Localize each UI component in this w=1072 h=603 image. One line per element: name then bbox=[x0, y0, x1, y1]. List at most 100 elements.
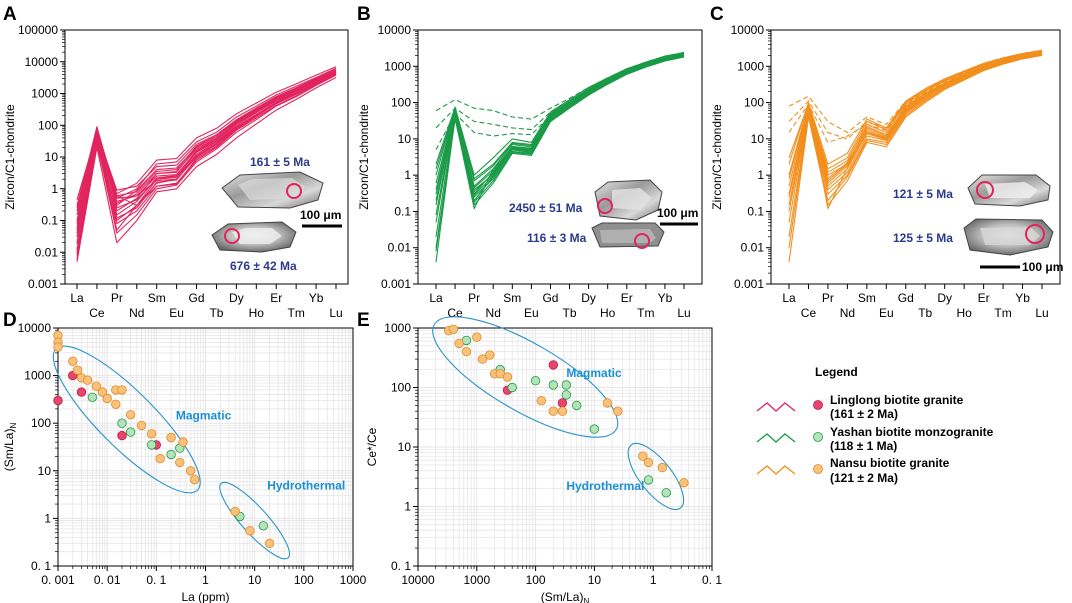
y-tick-label: 1000 bbox=[737, 59, 764, 73]
ree-pattern-line-dashed bbox=[788, 49, 1043, 134]
point-nansu bbox=[638, 451, 648, 461]
y-axis-label: Ce*/Ce bbox=[365, 427, 379, 466]
y-tick-label: 10 bbox=[398, 440, 412, 454]
y-tick-label: 10000 bbox=[731, 23, 765, 37]
point-linglong bbox=[117, 430, 127, 441]
point-nansu bbox=[536, 396, 547, 406]
plot-frame bbox=[57, 327, 354, 567]
point-nansu bbox=[91, 381, 102, 391]
age-label-b1: 2450 ± 51 Ma bbox=[509, 201, 583, 215]
ree-pattern-line bbox=[76, 72, 337, 245]
ree-pattern-line bbox=[435, 56, 685, 248]
x-tick-label: 1000 bbox=[340, 573, 367, 587]
x-tick-label-nd: Nd bbox=[840, 306, 855, 320]
point-nansu bbox=[102, 393, 112, 404]
y-tick-label: 0.01 bbox=[741, 241, 765, 255]
point-nansu bbox=[111, 399, 121, 410]
legend-entry-linglong: Linglong biotite granite (161 ± 2 Ma) bbox=[756, 393, 964, 421]
ree-pattern-line bbox=[435, 53, 685, 187]
plot-frame bbox=[770, 29, 1061, 285]
y-tick-label: 0.1 bbox=[394, 204, 411, 218]
point-yashan bbox=[87, 392, 98, 403]
point-nansu bbox=[485, 350, 495, 360]
ree-pattern-line bbox=[788, 50, 1043, 176]
point-nansu bbox=[189, 475, 200, 485]
legend-entry-nansu: Nansu biotite granite (121 ± 2 Ma) bbox=[756, 456, 950, 485]
ree-pattern-line bbox=[76, 77, 337, 262]
x-tick-label-ho: Ho bbox=[600, 306, 616, 320]
field-label-hydrothermal: Hydrothermal bbox=[566, 479, 644, 493]
x-tick-label-pr: Pr bbox=[111, 291, 123, 305]
point-nansu bbox=[679, 478, 689, 488]
ree-pattern-line-dashed bbox=[435, 53, 685, 131]
ree-pattern-line bbox=[76, 70, 337, 206]
legend-line-icon-linglong bbox=[756, 402, 796, 412]
point-nansu bbox=[602, 398, 613, 408]
point-nansu bbox=[72, 365, 83, 375]
point-nansu bbox=[643, 457, 654, 468]
ree-pattern-line bbox=[76, 70, 337, 224]
point-nansu bbox=[657, 462, 668, 473]
x-tick-label: 100 bbox=[526, 573, 546, 587]
zircon-image-a2 bbox=[211, 221, 297, 253]
panel-label-c: C bbox=[710, 4, 724, 25]
y-tick-label: 10 bbox=[45, 150, 59, 164]
ree-pattern-line bbox=[76, 74, 337, 260]
point-nansu bbox=[557, 406, 568, 416]
y-tick-label: 1000 bbox=[24, 369, 51, 383]
ree-pattern-line bbox=[435, 54, 685, 201]
x-tick-label-ce: Ce bbox=[801, 306, 817, 320]
panel-label-b: B bbox=[357, 4, 371, 25]
y-tick-label: 1000 bbox=[384, 321, 411, 335]
x-tick-label: 1 bbox=[202, 573, 209, 587]
point-yashan bbox=[548, 380, 559, 390]
point-yashan bbox=[146, 440, 157, 450]
x-tick-label-er: Er bbox=[621, 291, 633, 305]
age-label-c1: 121 ± 5 Ma bbox=[893, 187, 953, 201]
scatter-chart-e: 10000 1000 100 10 1 0. 1 0. 1 1 10 100 1000 (Sm/La)… bbox=[365, 316, 722, 603]
x-tick-label-sm: Sm bbox=[503, 291, 521, 305]
y-tick-label: 1 bbox=[757, 168, 764, 182]
x-tick-label-sm: Sm bbox=[148, 291, 166, 305]
zircon-image-c2 bbox=[963, 218, 1054, 256]
age-label-c2: 125 ± 5 Ma bbox=[893, 231, 953, 245]
y-tick-label: 0.01 bbox=[388, 241, 412, 255]
scale-bar-label-a: 100 μm bbox=[300, 208, 341, 222]
y-tick-label: 0. 1 bbox=[391, 559, 411, 573]
y-tick-label: 10 bbox=[398, 132, 412, 146]
x-tick-label: 10 bbox=[248, 573, 262, 587]
y-tick-label: 10000 bbox=[18, 321, 52, 335]
panel-label-e: E bbox=[357, 310, 370, 331]
age-label-b2: 116 ± 3 Ma bbox=[527, 231, 587, 245]
field-hydrothermal-ellipse bbox=[627, 442, 685, 511]
ree-pattern-line-dashed bbox=[788, 50, 1043, 140]
field-label-magmatic: Magmatic bbox=[566, 366, 622, 380]
point-linglong bbox=[548, 360, 559, 370]
field-magmatic-ellipse bbox=[432, 316, 619, 438]
ree-pattern-line bbox=[435, 52, 685, 182]
x-tick-label-er: Er bbox=[270, 291, 282, 305]
age-label-a2: 676 ± 42 Ma bbox=[230, 259, 297, 273]
x-tick-label-er: Er bbox=[978, 291, 990, 305]
ree-pattern-line bbox=[435, 55, 685, 252]
x-tick-label-eu: Eu bbox=[879, 306, 894, 320]
point-nansu bbox=[477, 354, 488, 364]
x-tick-label-lu: Lu bbox=[329, 306, 342, 320]
panel-label-a: A bbox=[3, 4, 17, 25]
y-tick-label: 100 bbox=[31, 416, 51, 430]
point-nansu bbox=[613, 406, 623, 416]
x-tick-label: 10 bbox=[588, 573, 602, 587]
point-nansu bbox=[166, 432, 176, 443]
x-tick-label-ho: Ho bbox=[956, 306, 972, 320]
point-nansu bbox=[136, 420, 147, 431]
point-nansu bbox=[125, 410, 136, 420]
field-hydrothermal-ellipse bbox=[219, 481, 291, 560]
point-linglong bbox=[557, 398, 568, 408]
x-axis-label: (Sm/La)N bbox=[541, 590, 590, 603]
y-tick-label: 1 bbox=[51, 182, 58, 196]
y-tick-label: 1000 bbox=[31, 87, 58, 101]
legend-line-icon-yashan bbox=[756, 433, 796, 443]
scatter-chart-d: 0. 001 0. 01 0. 1 1 10 100 1000 0. 1 1 10 100 1000 1… bbox=[2, 321, 367, 603]
point-yashan bbox=[258, 521, 269, 531]
legend-dot-icon-nansu bbox=[813, 464, 823, 474]
